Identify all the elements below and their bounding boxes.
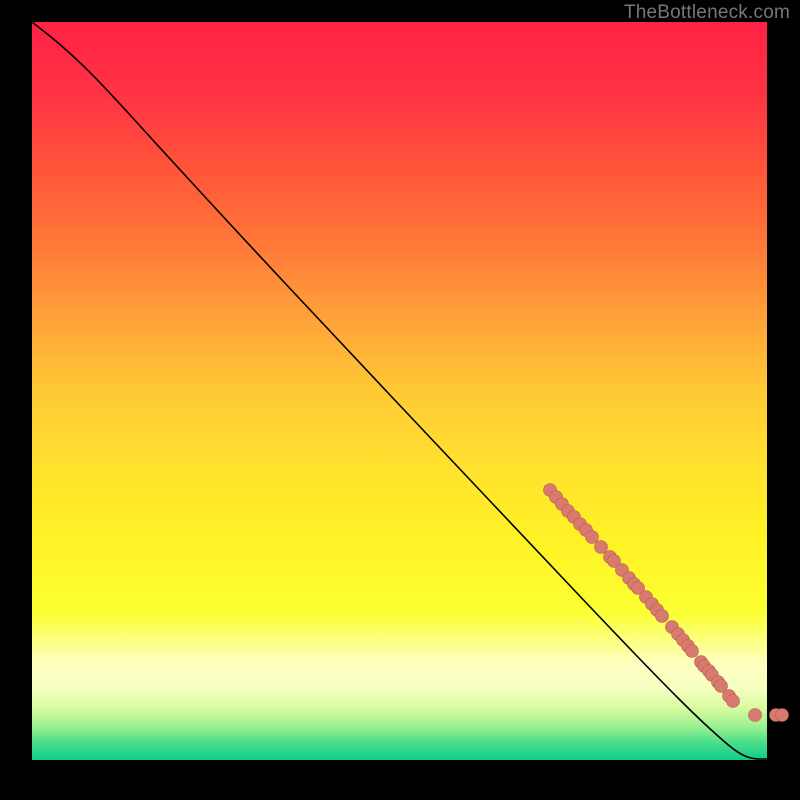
attribution-label: TheBottleneck.com [624,2,790,24]
data-marker [776,709,789,722]
chart-svg [0,0,800,800]
data-marker [586,531,599,544]
data-marker [749,709,762,722]
bottleneck-chart: TheBottleneck.com [0,0,800,800]
data-marker [727,695,740,708]
plot-gradient-area [32,22,767,760]
data-marker [595,541,608,554]
data-marker [686,645,699,658]
data-marker [656,610,669,623]
